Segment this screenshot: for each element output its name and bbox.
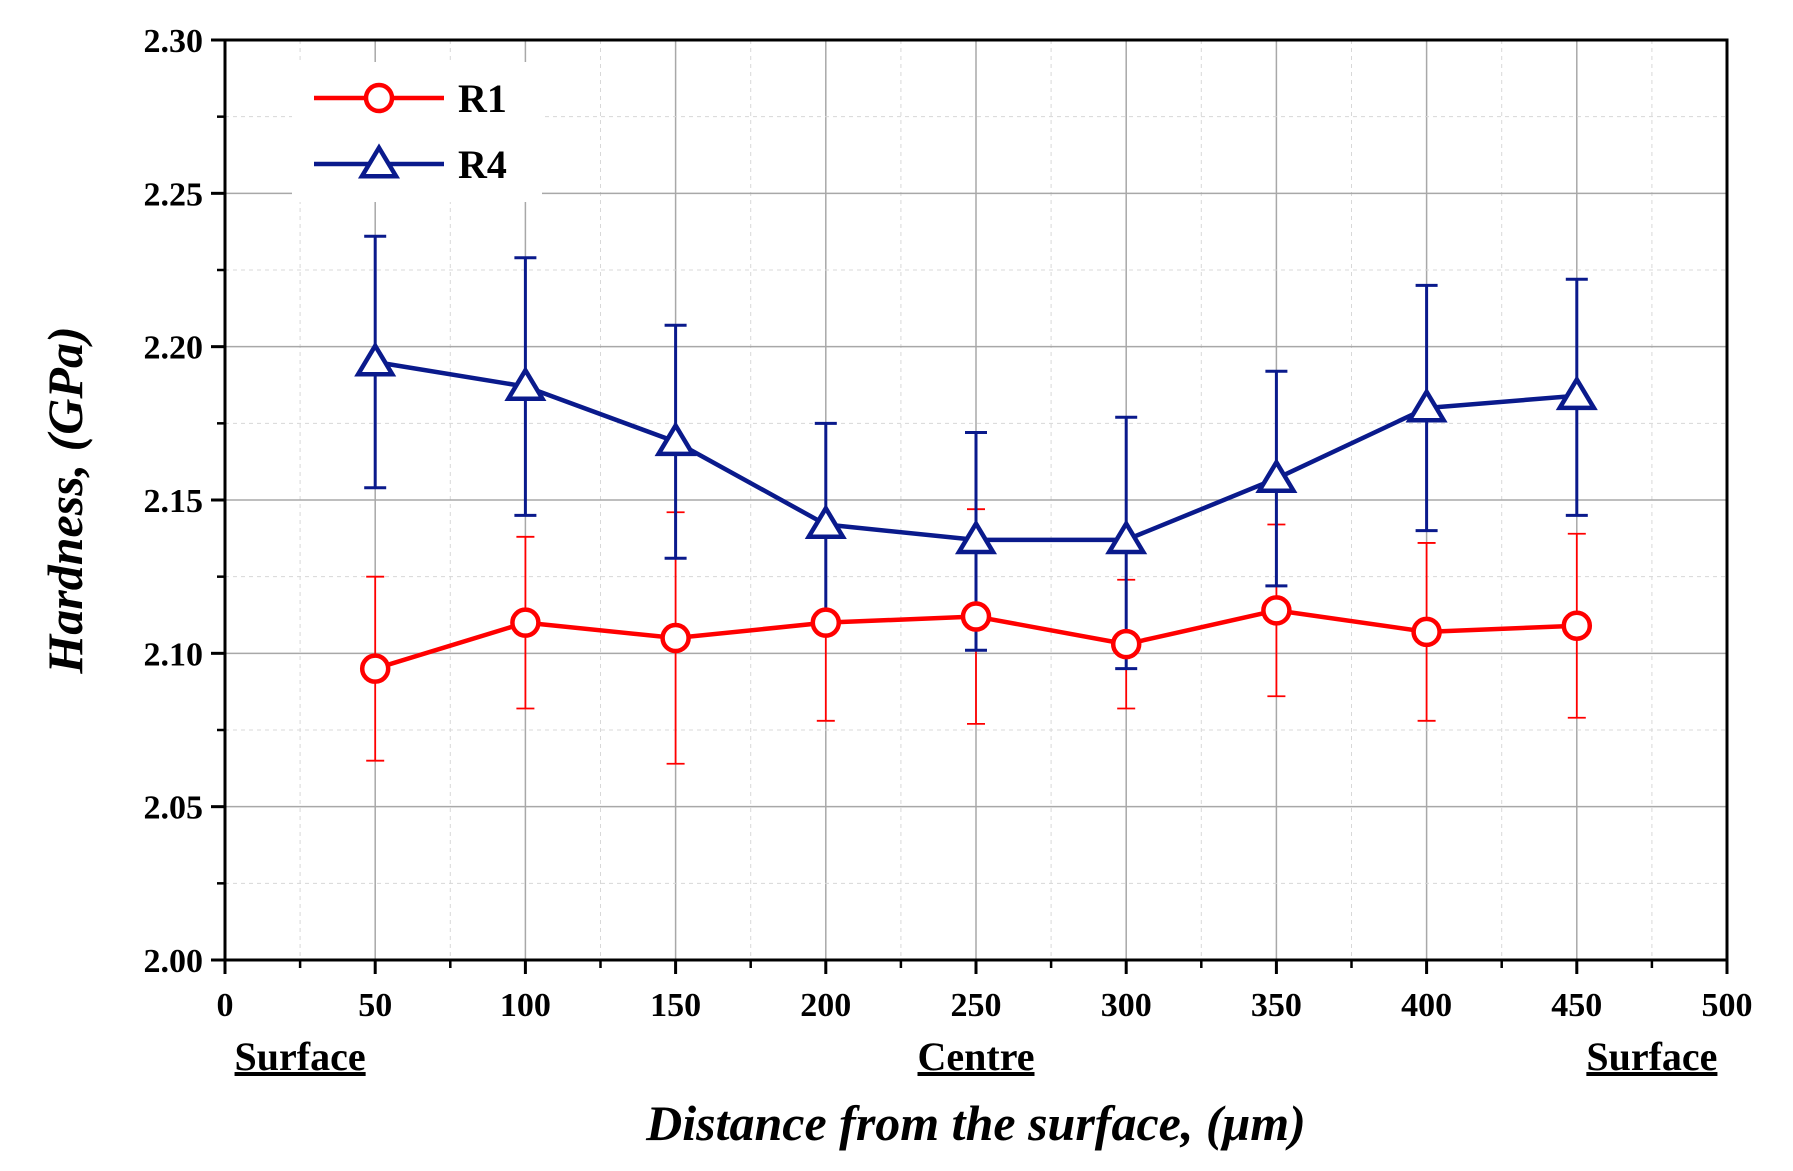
r4-point	[1105, 519, 1148, 555]
x-tick-label: 250	[951, 987, 1002, 1024]
r4-point	[1255, 457, 1298, 493]
x-tick-label: 150	[650, 987, 701, 1024]
r1-point	[1561, 610, 1593, 641]
r1-point	[1411, 616, 1442, 648]
r1-point	[1261, 595, 1292, 626]
r1-point	[359, 653, 391, 684]
y-tick-label: 2.15	[144, 483, 204, 520]
x-tick-label: 0	[217, 987, 234, 1024]
r4-point	[804, 503, 847, 539]
y-tick-label: 2.20	[144, 330, 204, 367]
region-labels: Surface Centre Surface	[235, 1034, 1718, 1079]
legend-marker-r1	[363, 82, 395, 114]
r1-point	[960, 601, 992, 632]
x-tick-label: 450	[1551, 987, 1602, 1024]
r4-point	[504, 365, 547, 401]
r1-point	[510, 607, 541, 638]
x-tick-label: 500	[1702, 987, 1753, 1024]
legend-label-r4: R4	[458, 142, 507, 187]
x-tick-label: 400	[1401, 987, 1452, 1024]
r1-point	[660, 622, 691, 654]
r4-point	[1555, 375, 1598, 411]
x-tick-label: 50	[358, 987, 392, 1024]
r4-point	[654, 421, 697, 457]
legend-label-r1: R1	[458, 76, 507, 121]
y-tick-label: 2.05	[144, 790, 204, 827]
y-axis-title: Hardness, (GPa)	[37, 326, 93, 674]
axis-ticks	[211, 38, 1729, 974]
x-tick-label: 100	[500, 987, 551, 1024]
region-label: Surface	[1586, 1034, 1717, 1079]
r4-point	[1405, 387, 1448, 423]
series-markers	[354, 341, 1598, 684]
y-tick-label: 2.25	[144, 176, 204, 213]
region-label: Centre	[918, 1034, 1035, 1079]
y-tick-label: 2.10	[144, 636, 204, 673]
r1-point	[1110, 628, 1142, 660]
y-tick-label: 2.30	[144, 23, 204, 60]
region-label: Surface	[235, 1034, 366, 1079]
y-tick-label: 2.00	[144, 943, 204, 980]
legend-background	[292, 62, 542, 202]
tick-labels: 0 50 100 150 200 250 300 350 400 450 500 2.00 2.05 2.…	[144, 23, 1753, 1024]
x-axis-title: Distance from the surface, (μm)	[645, 1095, 1306, 1151]
r4-point	[954, 519, 998, 555]
x-tick-label: 300	[1101, 987, 1152, 1024]
x-tick-label: 200	[800, 987, 851, 1024]
x-tick-label: 350	[1251, 987, 1302, 1024]
legend-marker-r4	[357, 143, 401, 179]
r1-point	[810, 607, 842, 638]
r4-point	[354, 341, 397, 377]
